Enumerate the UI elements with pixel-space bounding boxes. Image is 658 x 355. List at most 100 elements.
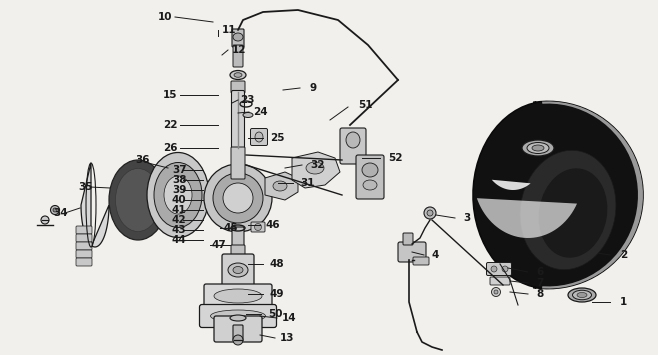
FancyBboxPatch shape xyxy=(490,277,510,285)
Ellipse shape xyxy=(204,164,272,232)
FancyBboxPatch shape xyxy=(356,155,384,199)
Polygon shape xyxy=(292,152,340,188)
Circle shape xyxy=(492,288,501,296)
Ellipse shape xyxy=(233,33,243,41)
Circle shape xyxy=(424,207,436,219)
Circle shape xyxy=(502,266,508,272)
Ellipse shape xyxy=(116,169,161,231)
Polygon shape xyxy=(265,172,298,200)
FancyBboxPatch shape xyxy=(403,233,413,245)
Circle shape xyxy=(427,210,433,216)
Text: 1: 1 xyxy=(620,297,627,307)
Text: 4: 4 xyxy=(432,250,440,260)
Ellipse shape xyxy=(577,293,587,297)
Ellipse shape xyxy=(522,140,554,156)
Text: 38: 38 xyxy=(172,175,186,185)
Ellipse shape xyxy=(255,132,263,142)
Text: 35: 35 xyxy=(78,182,93,192)
FancyBboxPatch shape xyxy=(486,262,511,275)
Circle shape xyxy=(491,266,497,272)
FancyBboxPatch shape xyxy=(232,91,245,148)
Ellipse shape xyxy=(109,160,167,240)
Text: 41: 41 xyxy=(172,205,187,215)
Circle shape xyxy=(233,335,243,345)
Ellipse shape xyxy=(214,289,262,303)
Text: 23: 23 xyxy=(240,95,255,105)
Ellipse shape xyxy=(233,267,243,273)
Text: 14: 14 xyxy=(282,313,297,323)
Text: 50: 50 xyxy=(268,309,282,319)
Polygon shape xyxy=(81,163,109,247)
Text: 32: 32 xyxy=(310,160,324,170)
Text: 42: 42 xyxy=(172,215,187,225)
FancyBboxPatch shape xyxy=(76,258,92,266)
Polygon shape xyxy=(477,198,577,238)
Text: 25: 25 xyxy=(270,133,284,143)
Ellipse shape xyxy=(363,180,377,190)
Text: 11: 11 xyxy=(222,25,236,35)
Text: 10: 10 xyxy=(158,12,172,22)
FancyBboxPatch shape xyxy=(231,245,245,255)
FancyBboxPatch shape xyxy=(76,234,92,242)
Ellipse shape xyxy=(527,142,549,153)
FancyBboxPatch shape xyxy=(76,242,92,250)
Text: 44: 44 xyxy=(172,235,187,245)
Text: 46: 46 xyxy=(265,220,280,230)
Text: 6: 6 xyxy=(536,267,544,277)
FancyBboxPatch shape xyxy=(233,325,243,341)
Ellipse shape xyxy=(568,288,596,302)
Ellipse shape xyxy=(520,150,616,270)
Text: 43: 43 xyxy=(172,225,187,235)
FancyBboxPatch shape xyxy=(222,254,254,286)
Text: 24: 24 xyxy=(253,107,268,117)
FancyBboxPatch shape xyxy=(232,227,244,247)
Circle shape xyxy=(41,216,49,224)
Text: 3: 3 xyxy=(463,213,470,223)
FancyBboxPatch shape xyxy=(340,128,366,164)
Text: 39: 39 xyxy=(172,185,186,195)
FancyBboxPatch shape xyxy=(251,129,268,146)
FancyBboxPatch shape xyxy=(233,45,243,67)
Polygon shape xyxy=(492,180,530,190)
Ellipse shape xyxy=(362,163,378,177)
Text: 12: 12 xyxy=(232,45,247,55)
Text: 47: 47 xyxy=(212,240,227,250)
FancyBboxPatch shape xyxy=(413,257,429,265)
Circle shape xyxy=(53,208,57,212)
Ellipse shape xyxy=(211,310,265,322)
Text: 36: 36 xyxy=(135,155,149,165)
Ellipse shape xyxy=(230,315,246,321)
Ellipse shape xyxy=(539,168,607,258)
Ellipse shape xyxy=(228,263,248,277)
Text: 13: 13 xyxy=(280,333,295,343)
FancyBboxPatch shape xyxy=(398,242,426,262)
FancyBboxPatch shape xyxy=(214,316,262,342)
Ellipse shape xyxy=(154,163,202,228)
Text: 2: 2 xyxy=(620,250,627,260)
Circle shape xyxy=(255,224,261,230)
Text: 34: 34 xyxy=(53,208,68,218)
Text: 52: 52 xyxy=(388,153,403,163)
FancyBboxPatch shape xyxy=(231,147,245,179)
FancyBboxPatch shape xyxy=(232,29,244,47)
Text: 26: 26 xyxy=(163,143,178,153)
Text: 31: 31 xyxy=(300,178,315,188)
Ellipse shape xyxy=(213,173,263,223)
Ellipse shape xyxy=(164,176,192,214)
Ellipse shape xyxy=(572,290,592,300)
Ellipse shape xyxy=(223,183,253,213)
Text: 15: 15 xyxy=(163,90,178,100)
Circle shape xyxy=(51,206,59,214)
FancyBboxPatch shape xyxy=(76,250,92,258)
FancyBboxPatch shape xyxy=(76,226,92,234)
Circle shape xyxy=(494,290,498,294)
FancyBboxPatch shape xyxy=(199,305,276,328)
Ellipse shape xyxy=(306,162,324,174)
Polygon shape xyxy=(473,102,643,289)
Text: 9: 9 xyxy=(310,83,317,93)
Text: 45: 45 xyxy=(223,223,238,233)
FancyBboxPatch shape xyxy=(204,284,272,308)
Ellipse shape xyxy=(532,145,544,151)
FancyBboxPatch shape xyxy=(251,222,265,232)
Ellipse shape xyxy=(346,132,360,148)
